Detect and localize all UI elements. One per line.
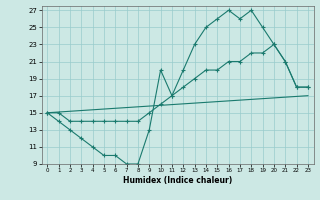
X-axis label: Humidex (Indice chaleur): Humidex (Indice chaleur) <box>123 176 232 185</box>
